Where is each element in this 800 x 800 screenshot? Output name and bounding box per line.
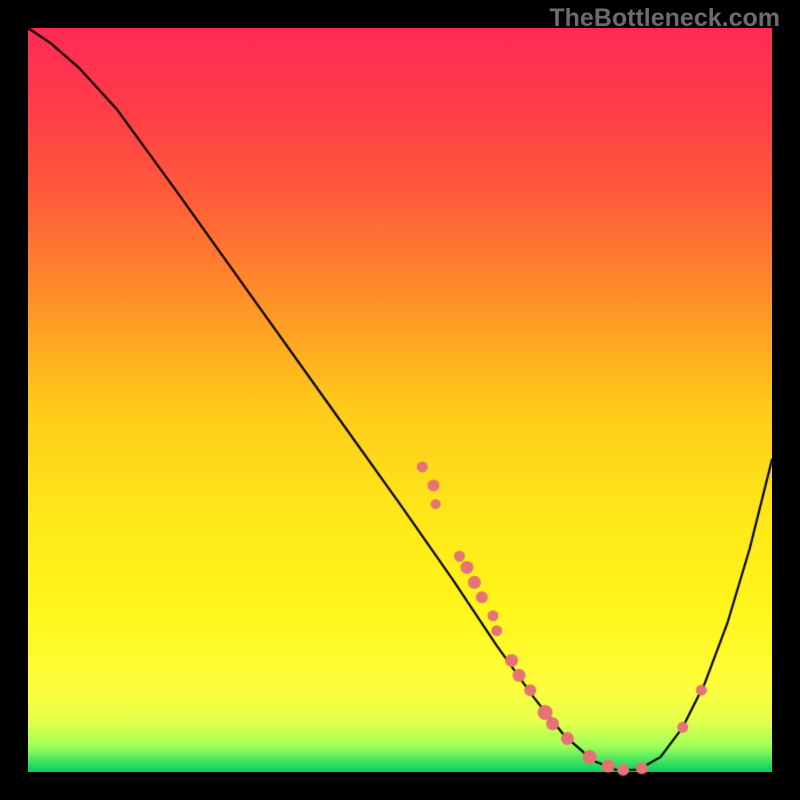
bottleneck-curve-chart: [0, 0, 800, 800]
chart-stage: TheBottleneck.com: [0, 0, 800, 800]
watermark-text: TheBottleneck.com: [549, 4, 780, 33]
